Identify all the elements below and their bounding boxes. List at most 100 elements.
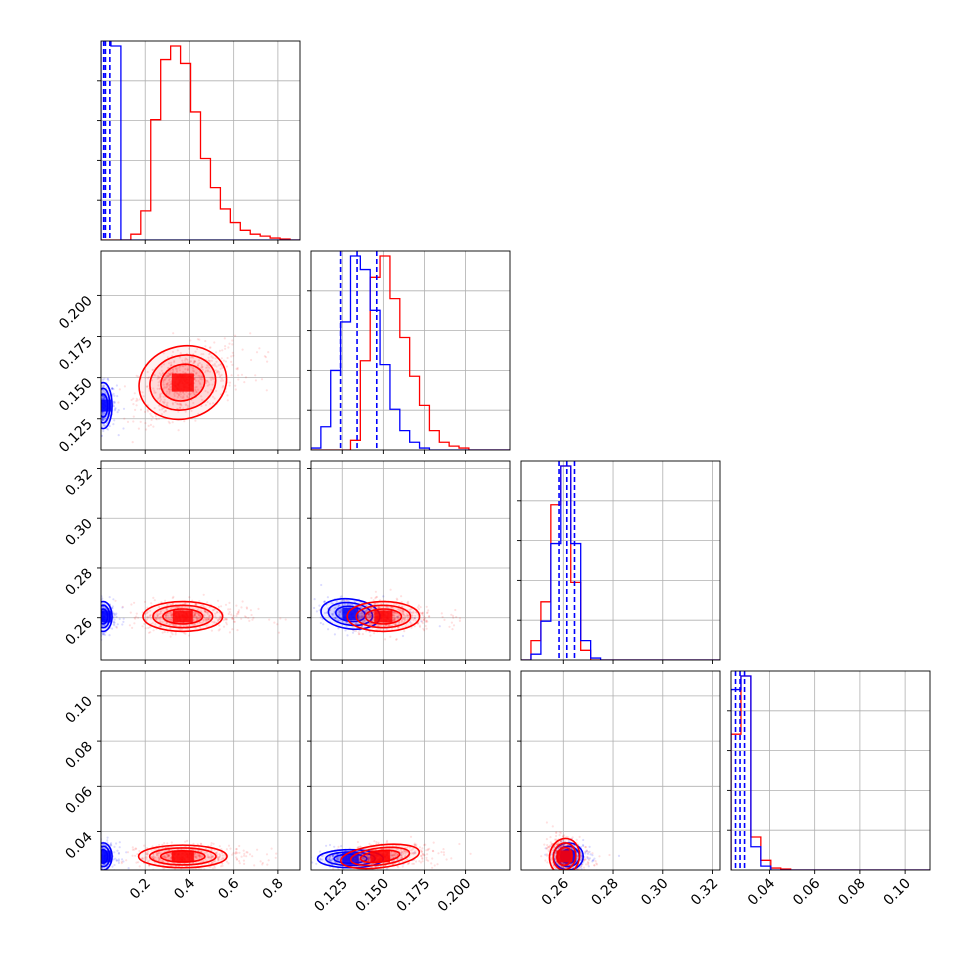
sample-point [148,425,150,427]
sample-point [136,398,138,400]
sample-point [98,852,100,854]
sample-point [352,632,354,634]
sample-point [389,636,391,638]
sample-point [97,841,99,843]
sample-point [97,389,99,391]
sample-point [98,856,100,858]
sample-point [98,868,100,870]
sample-point [98,410,100,412]
sample-point [95,616,97,618]
sample-point [424,844,426,846]
sample-point [224,345,226,347]
sample-point [97,597,99,599]
sample-point [97,613,99,615]
sample-point [226,861,228,863]
sample-point [98,404,100,406]
sample-point [223,360,225,362]
sample-point [113,393,115,395]
sample-point [96,866,98,868]
sample-point [133,602,135,604]
sample-point [96,849,98,851]
sample-point [96,854,98,856]
sample-point [97,629,99,631]
sample-point [319,851,321,853]
sample-point [227,357,229,359]
sample-point [228,343,230,345]
sample-point [231,339,233,341]
sample-point [221,349,223,351]
sample-point [237,611,239,613]
sample-point [94,391,96,393]
sample-point [97,853,99,855]
sample-point [186,872,188,874]
sample-point [96,865,98,867]
sample-point [93,850,95,852]
sample-point [98,865,100,867]
sample-point [132,846,134,848]
sample-point [98,613,100,615]
sample-point [322,623,324,625]
sample-point [96,600,98,602]
sample-point [116,859,118,861]
sample-point [97,637,99,639]
sample-point [127,851,129,853]
sample-point [217,600,219,602]
sample-point [134,409,136,411]
sample-point [115,613,117,615]
y-tick-label: 0.200 [56,293,96,333]
sample-point [425,625,427,627]
sample-point [152,597,154,599]
sample-point [225,618,227,620]
sample-point [152,416,154,418]
sample-point [285,618,287,620]
sample-point [95,398,97,400]
sample-point [423,619,425,621]
sample-point [233,621,235,623]
sample-point [107,428,109,430]
sample-point [229,848,231,850]
sample-point [211,842,213,844]
sample-point [114,408,116,410]
sample-point [422,622,424,624]
sample-point [95,414,97,416]
sample-point [96,402,98,404]
sample-point [314,598,316,600]
sample-point [250,609,252,611]
sample-point [96,861,98,863]
sample-point [236,613,238,615]
sample-point [223,626,225,628]
sample-point [251,855,253,857]
sample-point [234,335,236,337]
sample-point [92,617,94,619]
sample-point [420,855,422,857]
sample-point [130,603,132,605]
sample-point [431,867,433,869]
sample-point [164,600,166,602]
sample-point [98,403,100,405]
sample-point [117,411,119,413]
sample-point [315,863,317,865]
sample-point [372,874,374,876]
sample-point [215,351,217,353]
sample-point [334,633,336,635]
sample-point [426,853,428,855]
sample-point [116,850,118,852]
sample-point [132,441,134,443]
sample-point [143,845,145,847]
sample-point [231,617,233,619]
sample-point [97,853,99,855]
sample-point [97,420,99,422]
sample-point [101,872,103,874]
sample-point [139,398,141,400]
sample-point [98,604,100,606]
sample-point [450,614,452,616]
sample-point [446,858,448,860]
sample-point [375,841,377,843]
sample-point [113,846,115,848]
sample-point [273,622,275,624]
sample-point [204,345,206,347]
sample-point [98,852,100,854]
sample-point [152,426,154,428]
sample-point [116,384,118,386]
